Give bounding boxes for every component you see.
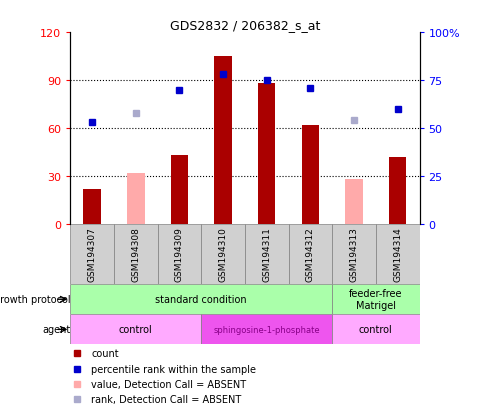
Text: GSM194314: GSM194314	[393, 227, 401, 282]
Text: GSM194308: GSM194308	[131, 227, 140, 282]
Text: GSM194310: GSM194310	[218, 227, 227, 282]
Bar	[127, 173, 144, 224]
Text: agent: agent	[42, 325, 70, 335]
Bar	[114, 224, 157, 285]
Bar	[375, 224, 419, 285]
Bar	[244, 224, 288, 285]
Bar	[157, 224, 201, 285]
Text: GSM194312: GSM194312	[305, 227, 314, 282]
Bar	[301, 126, 318, 224]
Bar	[332, 285, 419, 315]
Bar	[257, 84, 275, 224]
Bar	[201, 315, 332, 344]
Text: feeder-free
Matrigel: feeder-free Matrigel	[348, 289, 402, 310]
Text: control: control	[119, 325, 152, 335]
Bar	[70, 315, 201, 344]
Title: GDS2832 / 206382_s_at: GDS2832 / 206382_s_at	[169, 19, 319, 32]
Text: percentile rank within the sample: percentile rank within the sample	[91, 364, 256, 374]
Text: value, Detection Call = ABSENT: value, Detection Call = ABSENT	[91, 379, 246, 389]
Bar	[332, 224, 375, 285]
Text: control: control	[358, 325, 392, 335]
Bar	[288, 224, 332, 285]
Bar	[332, 315, 419, 344]
Bar	[345, 180, 362, 224]
Text: GSM194309: GSM194309	[175, 227, 183, 282]
Text: GSM194311: GSM194311	[262, 227, 271, 282]
Text: rank, Detection Call = ABSENT: rank, Detection Call = ABSENT	[91, 394, 241, 404]
Bar	[70, 224, 114, 285]
Bar	[70, 285, 332, 315]
Text: standard condition: standard condition	[155, 294, 246, 304]
Text: GSM194313: GSM194313	[349, 227, 358, 282]
Bar	[214, 57, 231, 224]
Bar	[388, 157, 406, 224]
Text: count: count	[91, 349, 119, 358]
Bar	[83, 189, 101, 224]
Text: growth protocol: growth protocol	[0, 294, 70, 304]
Bar	[201, 224, 244, 285]
Text: sphingosine-1-phosphate: sphingosine-1-phosphate	[213, 325, 319, 334]
Bar	[170, 156, 188, 224]
Text: GSM194307: GSM194307	[88, 227, 96, 282]
